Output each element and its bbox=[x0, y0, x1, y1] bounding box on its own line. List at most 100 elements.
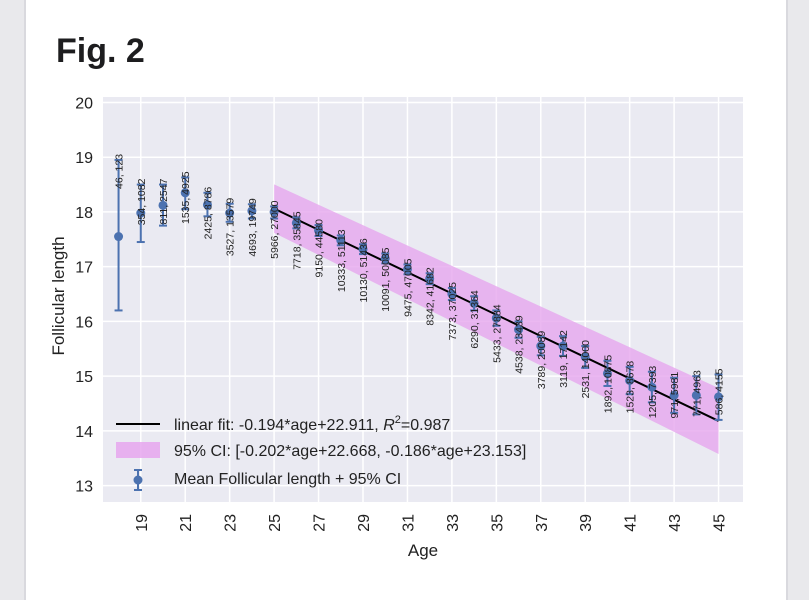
mean-marker bbox=[447, 289, 457, 299]
count-label: 2425, 8786 bbox=[202, 187, 214, 240]
mean-marker bbox=[358, 244, 368, 254]
data-point bbox=[336, 234, 346, 247]
count-label: 4693, 19749 bbox=[247, 198, 259, 257]
data-point bbox=[625, 365, 635, 396]
count-label: 5966, 27000 bbox=[269, 200, 281, 259]
mean-marker bbox=[425, 274, 435, 284]
data-point bbox=[114, 158, 124, 312]
legend-fit-label: linear fit: -0.194*age+22.911, R2=0.987 bbox=[174, 414, 450, 434]
count-label: 771, 4963 bbox=[691, 370, 703, 417]
mean-marker bbox=[336, 235, 346, 245]
count-label: 46, 123 bbox=[114, 154, 126, 189]
data-point bbox=[425, 272, 435, 286]
data-point bbox=[469, 295, 479, 312]
x-tick-label: 41 bbox=[623, 514, 640, 532]
y-tick-label: 18 bbox=[75, 205, 93, 222]
data-point bbox=[314, 224, 324, 238]
mean-marker bbox=[691, 390, 701, 400]
data-point bbox=[647, 370, 657, 404]
data-point bbox=[269, 205, 279, 220]
y-tick-label: 15 bbox=[75, 369, 93, 386]
data-point bbox=[402, 263, 412, 276]
data-point bbox=[380, 252, 390, 265]
mean-marker bbox=[647, 382, 657, 392]
legend-ci-label: 95% CI: [-0.202*age+22.668, -0.186*age+2… bbox=[174, 443, 526, 460]
x-tick-label: 43 bbox=[667, 514, 684, 532]
mean-marker bbox=[225, 208, 235, 218]
data-point bbox=[602, 359, 612, 387]
count-label: 8342, 41682 bbox=[425, 267, 437, 326]
y-tick-label: 20 bbox=[75, 95, 93, 112]
data-point bbox=[158, 183, 168, 227]
mean-marker bbox=[247, 206, 257, 216]
x-tick-label: 39 bbox=[578, 514, 595, 532]
mean-marker bbox=[314, 226, 324, 236]
data-point bbox=[491, 309, 501, 327]
x-tick-label: 25 bbox=[267, 514, 284, 532]
y-tick-label: 17 bbox=[75, 260, 93, 277]
count-label: 3789, 20089 bbox=[536, 331, 548, 390]
data-point bbox=[358, 243, 368, 256]
data-point bbox=[514, 320, 524, 339]
data-point bbox=[714, 373, 724, 421]
x-axis-label: Age bbox=[408, 541, 438, 560]
count-label: 7718, 35845 bbox=[291, 211, 303, 270]
mean-marker bbox=[669, 390, 679, 400]
mean-marker bbox=[158, 200, 168, 210]
count-label: 9475, 47005 bbox=[402, 258, 414, 317]
count-label: 6290, 31364 bbox=[469, 290, 481, 349]
count-label: 4538, 23439 bbox=[514, 315, 526, 374]
count-label: 10091, 50085 bbox=[380, 247, 392, 311]
x-tick-label: 27 bbox=[312, 514, 329, 532]
legend-ci-swatch bbox=[116, 442, 160, 458]
mean-marker bbox=[491, 313, 501, 323]
x-tick-label: 21 bbox=[178, 514, 195, 532]
count-label: 7373, 37025 bbox=[447, 282, 459, 341]
data-point bbox=[447, 287, 457, 302]
x-tick-label: 29 bbox=[356, 514, 373, 532]
x-tick-label: 35 bbox=[489, 514, 506, 532]
mean-marker bbox=[202, 200, 212, 210]
mean-marker bbox=[136, 208, 146, 218]
count-label: 586, 4155 bbox=[714, 368, 726, 415]
x-tick-label: 31 bbox=[400, 514, 417, 532]
data-point bbox=[247, 203, 257, 220]
mean-marker bbox=[402, 264, 412, 274]
count-label: 1535, 4925 bbox=[180, 171, 192, 224]
count-label: 1523, 8678 bbox=[625, 361, 637, 414]
count-label: 3527, 13579 bbox=[225, 198, 237, 257]
data-point bbox=[180, 176, 190, 211]
mean-marker bbox=[558, 341, 568, 351]
y-tick-label: 16 bbox=[75, 314, 93, 331]
mean-marker bbox=[114, 232, 124, 242]
mean-marker bbox=[514, 325, 524, 335]
y-axis-label: Follicular length bbox=[49, 236, 68, 355]
legend-errorbar-swatch bbox=[133, 469, 143, 491]
data-point bbox=[558, 335, 568, 357]
count-label: 354, 1082 bbox=[136, 178, 148, 225]
y-tick-label: 14 bbox=[75, 424, 93, 441]
mean-marker bbox=[469, 298, 479, 308]
count-label: 811, 2547 bbox=[158, 178, 170, 224]
mean-marker bbox=[580, 352, 590, 362]
data-point bbox=[580, 345, 590, 369]
mean-marker bbox=[380, 253, 390, 263]
mean-marker bbox=[714, 392, 724, 402]
mean-marker bbox=[602, 368, 612, 378]
y-tick-label: 19 bbox=[75, 150, 93, 167]
data-point bbox=[136, 183, 146, 244]
count-label: 2531, 14000 bbox=[580, 340, 592, 399]
mean-marker bbox=[291, 218, 301, 228]
count-label: 1205, 7393 bbox=[647, 366, 659, 419]
count-label: 5433, 27884 bbox=[491, 304, 503, 363]
data-point bbox=[225, 202, 235, 223]
data-point bbox=[536, 335, 546, 357]
mean-marker bbox=[269, 207, 279, 217]
count-label: 971, 5981 bbox=[669, 372, 681, 419]
legend-errorbar-label: Mean Follicular length + 95% CI bbox=[174, 471, 401, 488]
count-label: 3119, 17142 bbox=[558, 330, 570, 388]
legend: linear fit: -0.194*age+22.911, R2=0.987 … bbox=[116, 414, 526, 491]
y-tick-label: 13 bbox=[75, 479, 93, 496]
count-label: 10333, 51113 bbox=[336, 229, 348, 292]
